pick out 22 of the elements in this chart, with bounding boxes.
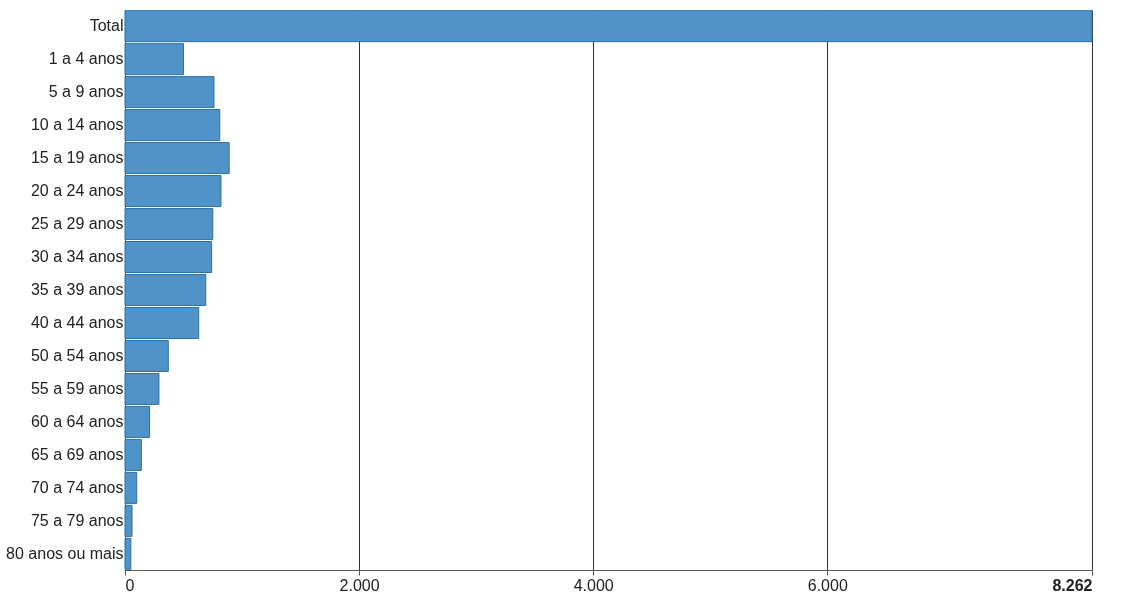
y-tick-label: 75 a 79 anos bbox=[30, 511, 124, 529]
y-tick-label: 65 a 69 anos bbox=[30, 445, 124, 463]
y-tick-label: 30 a 34 anos bbox=[30, 248, 124, 266]
x-tick-label: 0 bbox=[125, 576, 135, 594]
y-tick-label: 70 a 74 anos bbox=[30, 478, 124, 496]
y-tick-label: 10 a 14 anos bbox=[30, 116, 124, 134]
x-tick-label: 6.000 bbox=[807, 576, 848, 594]
x-tick-label: 4.000 bbox=[573, 576, 614, 594]
y-tick-label: Total bbox=[89, 17, 124, 35]
y-tick-label: 35 a 39 anos bbox=[30, 281, 124, 298]
y-tick-label: 55 a 59 anos bbox=[30, 379, 124, 397]
y-tick-label: 1 a 4 anos bbox=[48, 50, 124, 68]
y-tick-label: 20 a 24 anos bbox=[30, 182, 124, 200]
x-tick-label: 8.262 bbox=[1052, 576, 1093, 594]
y-tick-label: 80 anos ou mais bbox=[6, 544, 124, 562]
y-tick-label: 50 a 54 anos bbox=[30, 346, 124, 364]
y-tick-label: 60 a 64 anos bbox=[30, 412, 124, 430]
y-tick-label: 25 a 29 anos bbox=[30, 215, 124, 233]
y-tick-label: 15 a 19 anos bbox=[30, 149, 124, 167]
y-tick-label: 5 a 9 anos bbox=[48, 83, 124, 101]
x-tick-label: 2.000 bbox=[339, 576, 380, 594]
y-tick-label: 40 a 44 anos bbox=[30, 313, 124, 331]
